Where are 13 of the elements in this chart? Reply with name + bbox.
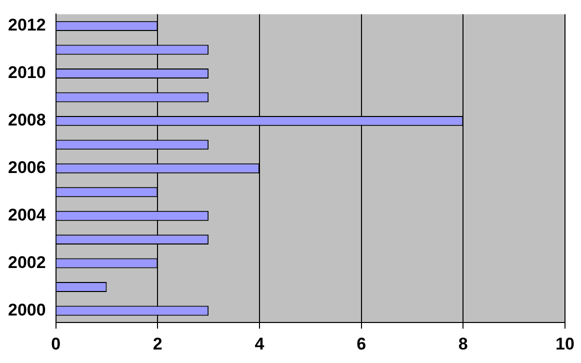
y-tick-label: 2012 bbox=[8, 16, 46, 35]
y-tick-label: 2004 bbox=[8, 206, 46, 225]
y-tick-label: 2000 bbox=[8, 300, 46, 320]
x-tick-label: 4 bbox=[254, 334, 265, 354]
y-tick-label: 2002 bbox=[8, 252, 46, 272]
x-tick-label: 10 bbox=[556, 334, 574, 354]
x-tick-label: 2 bbox=[152, 334, 162, 354]
y-tick-label: 2008 bbox=[8, 110, 46, 130]
x-tick-label: 8 bbox=[458, 334, 468, 354]
x-tick-label: 0 bbox=[51, 334, 61, 354]
y-tick-label: 2010 bbox=[8, 63, 46, 82]
x-tick-label: 6 bbox=[356, 334, 366, 354]
y-tick-label: 2006 bbox=[8, 158, 46, 178]
